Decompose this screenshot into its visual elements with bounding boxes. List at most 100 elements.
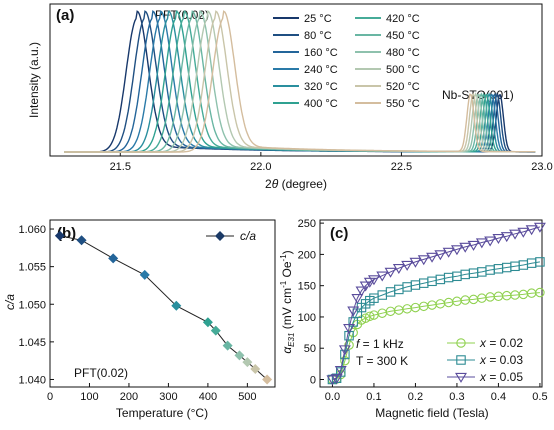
data-point	[343, 324, 356, 335]
data-point	[250, 363, 261, 374]
data-point	[338, 345, 351, 356]
panel-b-frame	[49, 219, 276, 388]
panel-a-ylabel: Intensity (a.u.)	[27, 42, 41, 118]
data-point	[525, 225, 538, 236]
series-line	[332, 261, 540, 380]
x-tick-label: 500	[238, 391, 256, 403]
x-tick-label: 0.3	[449, 391, 464, 403]
data-point	[401, 260, 414, 271]
data-point	[365, 311, 375, 322]
data-point	[108, 253, 119, 264]
data-point	[242, 357, 253, 368]
legend-label: 480 °C	[386, 47, 420, 59]
legend-label: x = 0.02	[479, 336, 523, 350]
panel-a-label: (a)	[56, 7, 74, 24]
x-tick-label: 21.5	[110, 161, 131, 173]
panel-b-annotation: PFT(0.02)	[74, 366, 128, 380]
data-point	[475, 238, 488, 249]
data-point	[360, 313, 371, 323]
y-tick-label: 1.060	[18, 224, 46, 236]
y-tick-label: 50	[304, 343, 316, 355]
y-tick-label: 200	[298, 249, 316, 261]
x-tick-label: 300	[159, 391, 177, 403]
legend-label: 320 °C	[304, 81, 338, 93]
x-tick-label: 0.0	[325, 391, 340, 403]
data-point	[484, 236, 497, 247]
legend-label: 550 °C	[386, 98, 420, 110]
legend-label: 450 °C	[386, 30, 420, 42]
data-point	[222, 340, 233, 351]
x-tick-label: 0	[47, 391, 53, 403]
data-point	[344, 330, 354, 341]
data-point	[355, 286, 368, 297]
data-point	[533, 222, 546, 233]
data-point	[492, 233, 505, 245]
panel-a-xlabel: 2θ (degree)	[265, 177, 327, 191]
data-point	[334, 365, 347, 376]
y-tick-label: 0	[310, 374, 316, 386]
series-line	[59, 235, 268, 380]
data-point	[384, 267, 397, 278]
x-tick-label: 22.5	[391, 161, 412, 173]
legend-label: x = 0.05	[479, 370, 523, 384]
legend-label-c-over-a: c/a	[240, 229, 256, 243]
panel-a: (a) Intensity (a.u.) 2θ (degree) PFT(0.0…	[27, 3, 553, 191]
y-tick-label: 250	[298, 218, 316, 230]
y-tick-label: 1.045	[18, 337, 46, 349]
panel-c: (c) αE31 (mV cm-1 Oe-1) Magnetic field (…	[279, 218, 548, 420]
panel-c-label: (c)	[330, 225, 348, 242]
y-tick-label: 1.050	[18, 299, 46, 311]
panel-b-legend: c/a	[206, 229, 256, 243]
x-tick-label: 0.2	[408, 391, 423, 403]
legend-label: 80 °C	[304, 30, 332, 42]
data-point	[450, 245, 463, 256]
data-point	[54, 230, 65, 241]
data-point	[376, 271, 389, 282]
x-tick-label: 22.0	[250, 161, 271, 173]
panel-c-frequency-annotation: f = 1 kHz	[356, 337, 404, 351]
legend-label: 25 °C	[304, 13, 332, 25]
data-point	[535, 287, 545, 298]
data-point	[262, 374, 273, 385]
legend-label: 400 °C	[304, 98, 338, 110]
data-point	[234, 350, 245, 361]
data-point	[434, 250, 447, 261]
data-point	[467, 240, 480, 251]
panel-c-ylabel: αE31 (mV cm-1 Oe-1)	[279, 250, 296, 353]
y-tick-label: 150	[298, 281, 316, 293]
data-point	[455, 372, 467, 383]
panel-b-ylabel: c/a	[3, 294, 17, 310]
data-point	[500, 232, 513, 243]
y-tick-label: 1.055	[18, 262, 46, 274]
data-point	[359, 281, 372, 292]
x-tick-label: 23.0	[531, 161, 552, 173]
series-line	[332, 226, 541, 380]
legend-label: 240 °C	[304, 64, 338, 76]
data-point	[330, 374, 343, 385]
data-point	[344, 340, 354, 350]
legend-label: 500 °C	[386, 64, 420, 76]
panel-c-frame	[319, 219, 543, 388]
legend-label: 520 °C	[386, 81, 420, 93]
data-point	[509, 229, 521, 240]
data-point	[535, 257, 545, 267]
x-tick-label: 0.4	[491, 391, 506, 403]
panel-c-xlabel: Magnetic field (Tesla)	[375, 406, 488, 420]
panel-a-frame	[49, 3, 543, 157]
panel-c-temperature-annotation: T = 300 K	[356, 354, 408, 368]
x-tick-label: 400	[199, 391, 217, 403]
y-tick-label: 1.040	[18, 374, 46, 386]
panel-b-xlabel: Temperature (°C)	[116, 406, 208, 420]
legend-diamond-marker	[215, 231, 225, 241]
data-point	[139, 269, 150, 280]
legend-label: 160 °C	[304, 47, 338, 59]
data-point	[417, 255, 430, 266]
y-tick-label: 100	[298, 312, 316, 324]
data-point	[426, 252, 439, 263]
data-point	[351, 294, 364, 305]
data-point	[76, 235, 87, 246]
data-point	[210, 325, 221, 336]
data-point	[442, 247, 455, 258]
data-point	[456, 338, 466, 348]
